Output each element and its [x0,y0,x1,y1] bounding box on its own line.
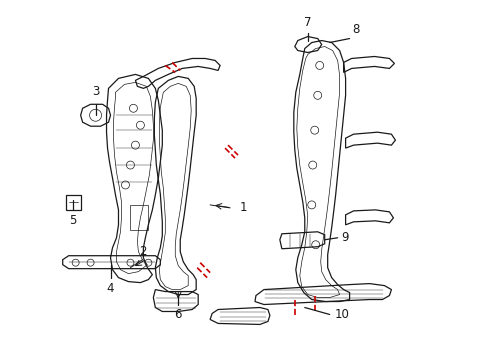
Text: 10: 10 [334,308,349,321]
Text: 3: 3 [92,85,99,98]
Text: 2: 2 [139,245,146,258]
Text: 9: 9 [341,231,348,244]
Text: 5: 5 [69,214,76,227]
Text: 6: 6 [174,307,182,320]
Text: 4: 4 [106,282,114,294]
Text: 7: 7 [304,15,311,28]
Text: 1: 1 [240,201,247,215]
Text: 8: 8 [351,23,359,36]
